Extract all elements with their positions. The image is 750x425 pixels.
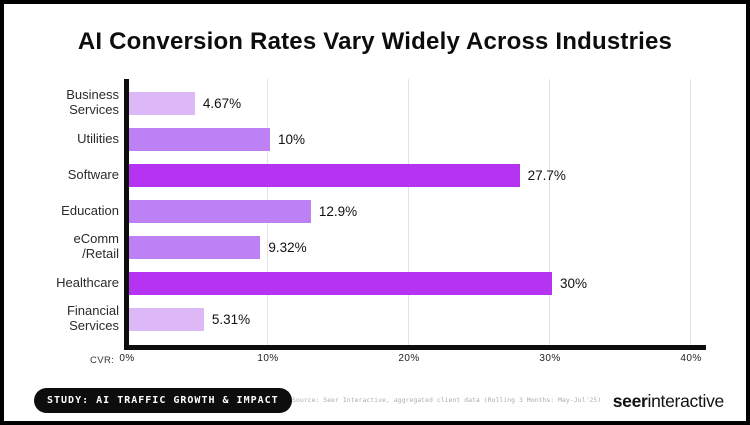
x-axis-ticks: 0% 10% 20% 30% 40% [119, 353, 727, 367]
bar-row: Financial Services 5.31% [31, 301, 731, 337]
bar [129, 91, 195, 115]
bar [129, 163, 520, 187]
value-label: 4.67% [202, 95, 242, 111]
category-label: Business Services [66, 87, 119, 117]
value-label: 9.32% [268, 239, 307, 255]
category-label: Financial Services [66, 303, 119, 333]
bar-row: Software 27.7% [31, 157, 731, 193]
bar-row: eComm /Retail 9.32% [31, 229, 731, 265]
value-label: 12.9% [318, 203, 358, 219]
study-badge: STUDY: AI TRAFFIC GROWTH & IMPACT [34, 388, 292, 413]
bar-wrap: 12.9% [129, 199, 358, 223]
gridline [549, 79, 550, 345]
bar-wrap: 9.32% [129, 235, 307, 259]
source-text: Source: Seer Interactive, aggregated cli… [292, 396, 602, 404]
category-label: Utilities [77, 130, 119, 146]
bar [129, 307, 204, 331]
seer-logo: seerinteractive [612, 391, 725, 412]
bar-wrap: 5.31% [129, 307, 251, 331]
bar-wrap: 27.7% [129, 163, 566, 187]
bar [129, 199, 311, 223]
bar-row: Business Services 4.67% [31, 85, 731, 121]
x-tick-label: 0% [119, 353, 135, 364]
bar [129, 127, 270, 151]
category-label: Healthcare [56, 274, 119, 290]
bar-wrap: 30% [129, 271, 588, 295]
x-tick-label: 20% [398, 353, 420, 364]
value-label: 5.31% [211, 311, 251, 327]
value-label: 30% [560, 275, 588, 291]
bar-row: Utilities 10% [31, 121, 731, 157]
x-tick-label: 10% [257, 353, 279, 364]
bar-rows: Business Services 4.67% Utilities 10% Softwa… [31, 85, 731, 337]
y-axis-line [124, 79, 129, 350]
gridline [690, 79, 691, 345]
bar-wrap: 10% [129, 127, 306, 151]
bar-wrap: 4.67% [129, 91, 242, 115]
seer-logo-regular: interactive [647, 391, 725, 411]
bar-row: Education 12.9% [31, 193, 731, 229]
x-axis-line [124, 345, 706, 350]
x-axis-label: CVR: [90, 355, 115, 366]
category-label: Software [67, 166, 119, 182]
category-label: eComm /Retail [73, 231, 119, 261]
category-label: Education [61, 202, 119, 218]
value-label: 10% [278, 131, 306, 147]
bar [129, 271, 552, 295]
x-tick-label: 30% [539, 353, 561, 364]
chart-title: AI Conversion Rates Vary Widely Across I… [77, 28, 673, 55]
gridline [408, 79, 409, 345]
bar [129, 235, 261, 259]
value-label: 27.7% [527, 167, 566, 183]
seer-logo-bold: seer [612, 391, 648, 411]
x-tick-label: 40% [680, 353, 702, 364]
bar-row: Healthcare 30% [31, 265, 731, 301]
